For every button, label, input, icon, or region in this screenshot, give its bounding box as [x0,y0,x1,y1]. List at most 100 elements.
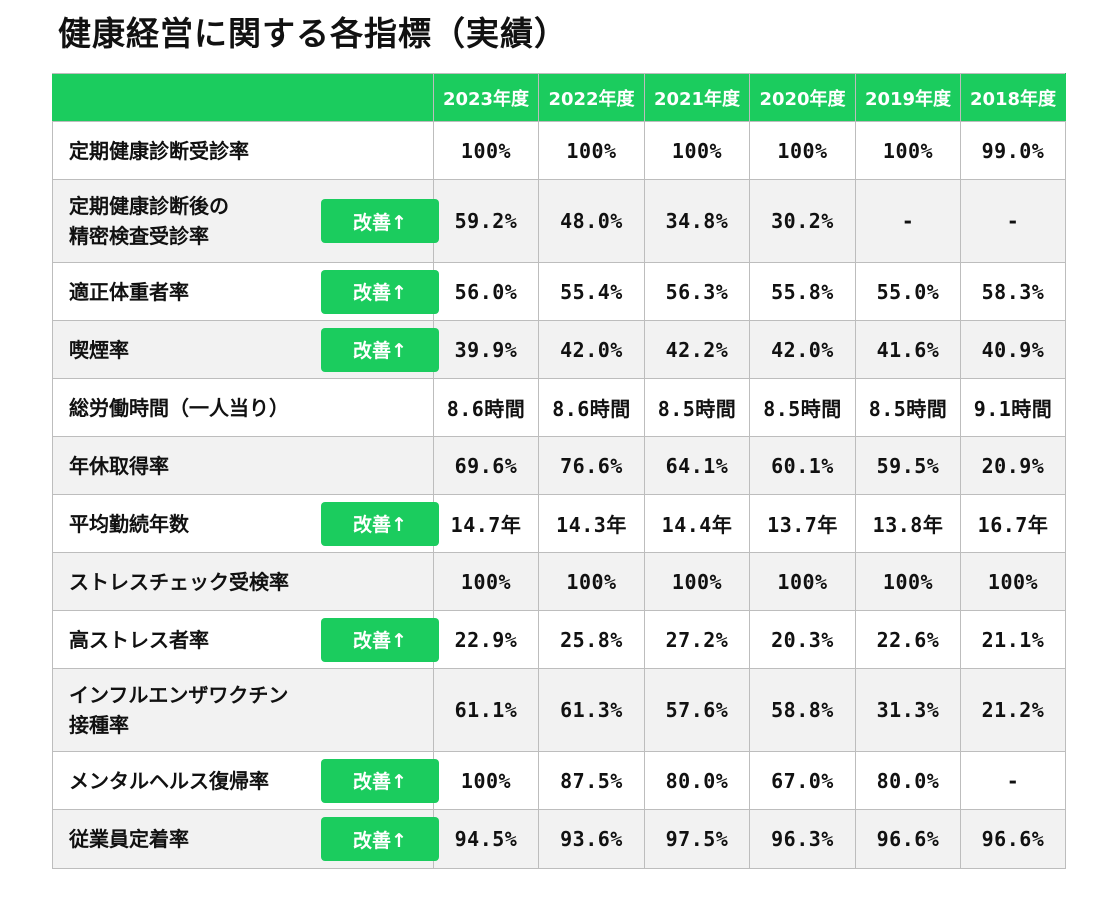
value-cell: 55.0% [855,262,961,321]
table-row: 総労働時間（一人当り） 8.6時間 8.6時間 8.5時間 8.5時間 8.5時間 9.1時… [52,378,1066,437]
value-cell: 13.7年 [749,494,856,553]
row-label: メンタルヘルス復帰率 [69,768,269,793]
table-row: 高ストレス者率 改善↑ 22.9% 25.8% 27.2% 20.3% 22.6% 21.1% [52,610,1066,669]
value-cell: 100% [433,552,539,611]
value-cell: 100% [749,121,856,180]
header-year-2020: 2020年度 [749,73,856,122]
table-row: 定期健康診断後の 精密検査受診率 改善↑ 59.2% 48.0% 34.8% 30.2% -… [52,179,1066,263]
value-cell: 16.7年 [960,494,1066,553]
row-label: 総労働時間（一人当り） [69,395,289,420]
value-cell: 96.6% [960,809,1066,869]
row-label-cell: 定期健康診断受診率 [52,121,434,180]
value-cell: 56.3% [644,262,750,321]
row-label: 喫煙率 [69,337,129,362]
value-cell: 87.5% [538,751,645,810]
value-cell: 20.9% [960,436,1066,495]
row-label-cell: 従業員定着率 改善↑ [52,809,439,869]
value-cell: 60.1% [749,436,856,495]
metrics-table: 2023年度 2022年度 2021年度 2020年度 2019年度 2018年… [52,73,1066,869]
table-body: 定期健康診断受診率 100% 100% 100% 100% 100% 99.0% 定期健康診断… [52,121,1066,869]
row-label-cell: 総労働時間（一人当り） [52,378,434,437]
row-label-cell: 定期健康診断後の 精密検査受診率 改善↑ [52,179,439,263]
value-cell: 69.6% [433,436,539,495]
row-label: 高ストレス者率 [69,627,209,652]
value-cell: 14.4年 [644,494,750,553]
row-label-cell: 年休取得率 [52,436,434,495]
value-cell: 8.6時間 [538,378,645,437]
row-label-cell: インフルエンザワクチン 接種率 [52,668,434,752]
header-year-2023: 2023年度 [433,73,539,122]
row-label-cell: 平均勤続年数 改善↑ [52,494,439,553]
value-cell: 61.3% [538,668,645,752]
table-row: インフルエンザワクチン 接種率 61.1% 61.3% 57.6% 58.8% 31.3%… [52,668,1066,752]
value-cell: 42.2% [644,320,750,379]
value-cell: 58.3% [960,262,1066,321]
value-cell: 20.3% [749,610,856,669]
row-label-cell: メンタルヘルス復帰率 改善↑ [52,751,439,810]
row-label: 年休取得率 [69,453,169,478]
value-cell: 48.0% [538,179,645,263]
value-cell: 56.0% [433,262,539,321]
row-label: 平均勤続年数 [69,511,189,536]
table-row: ストレスチェック受検率 100% 100% 100% 100% 100% 100% [52,552,1066,611]
improvement-badge: 改善↑ [321,501,439,546]
value-cell: 94.5% [433,809,539,869]
header-year-2018: 2018年度 [960,73,1066,122]
table-row: 年休取得率 69.6% 76.6% 64.1% 60.1% 59.5% 20.9% [52,436,1066,495]
row-label: 従業員定着率 [69,827,189,851]
row-label: 定期健康診断受診率 [69,138,249,163]
value-cell: 8.5時間 [644,378,750,437]
value-cell: 8.5時間 [749,378,856,437]
value-cell: 67.0% [749,751,856,810]
improvement-badge: 改善↑ [321,199,439,243]
value-cell: 55.8% [749,262,856,321]
value-cell: 31.3% [855,668,961,752]
value-cell: 9.1時間 [960,378,1066,437]
value-cell: 8.6時間 [433,378,539,437]
value-cell: - [960,179,1066,263]
value-cell: 100% [538,552,645,611]
value-cell: 57.6% [644,668,750,752]
row-label-cell: 適正体重者率 改善↑ [52,262,439,321]
table-header-row: 2023年度 2022年度 2021年度 2020年度 2019年度 2018年… [52,73,1066,122]
value-cell: 30.2% [749,179,856,263]
value-cell: 100% [644,121,750,180]
table-row: 従業員定着率 改善↑ 94.5% 93.6% 97.5% 96.3% 96.6% 96.6% [52,809,1066,869]
value-cell: 55.4% [538,262,645,321]
value-cell: 27.2% [644,610,750,669]
row-label-cell: ストレスチェック受検率 [52,552,434,611]
value-cell: 96.3% [749,809,856,869]
value-cell: 96.6% [855,809,961,869]
row-label: ストレスチェック受検率 [69,569,289,594]
value-cell: 14.3年 [538,494,645,553]
improvement-badge: 改善↑ [321,758,439,803]
value-cell: 100% [433,121,539,180]
value-cell: 41.6% [855,320,961,379]
value-cell: 58.8% [749,668,856,752]
value-cell: - [960,751,1066,810]
value-cell: 21.1% [960,610,1066,669]
improvement-badge: 改善↑ [321,269,439,314]
value-cell: 42.0% [749,320,856,379]
row-label: 適正体重者率 [69,279,189,304]
value-cell: 97.5% [644,809,750,869]
header-year-2019: 2019年度 [855,73,961,122]
row-label-cell: 喫煙率 改善↑ [52,320,439,379]
value-cell: 100% [749,552,856,611]
value-cell: 93.6% [538,809,645,869]
page-title: 健康経営に関する各指標（実績） [58,14,568,53]
value-cell: 100% [960,552,1066,611]
value-cell: 100% [644,552,750,611]
value-cell: 100% [855,552,961,611]
value-cell: 34.8% [644,179,750,263]
value-cell: 100% [855,121,961,180]
row-label-cell: 高ストレス者率 改善↑ [52,610,439,669]
value-cell: 80.0% [644,751,750,810]
value-cell: 14.7年 [433,494,539,553]
table-row: 喫煙率 改善↑ 39.9% 42.0% 42.2% 42.0% 41.6% 40.9% [52,320,1066,379]
improvement-badge: 改善↑ [321,617,439,662]
table-row: メンタルヘルス復帰率 改善↑ 100% 87.5% 80.0% 67.0% 80.0% - [52,751,1066,810]
value-cell: 40.9% [960,320,1066,379]
value-cell: 25.8% [538,610,645,669]
value-cell: 64.1% [644,436,750,495]
